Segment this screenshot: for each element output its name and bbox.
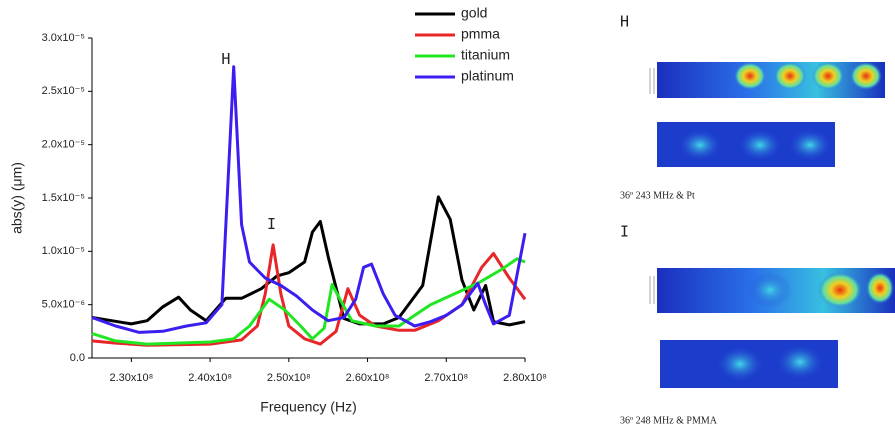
y-tick-label: 2.5x10⁻⁵ — [42, 85, 85, 97]
x-tick-label: 2.30x10⁸ — [109, 372, 153, 384]
legend-label: titanium — [461, 47, 510, 63]
y-axis-label: abs(y) (μm) — [9, 162, 25, 234]
x-axis-label: Frequency (Hz) — [260, 399, 356, 415]
field-hotspot — [850, 62, 882, 90]
y-tick-label: 0.0 — [70, 352, 85, 364]
x-tick-label: 2.50x10⁸ — [267, 372, 311, 384]
field-hotspot — [776, 344, 824, 380]
field-hotspot — [774, 62, 806, 90]
y-tick-label: 1.5x10⁻⁵ — [42, 192, 85, 204]
field-hotspot — [818, 272, 862, 308]
field-hotspot — [734, 62, 766, 90]
panel-caption: 36º 243 MHz & Pt — [620, 190, 695, 201]
panel-caption: 36º 248 MHz & PMMA — [620, 415, 718, 426]
side-panel-h: H 36º 243 MHz & Pt — [620, 13, 885, 202]
field-hotspot — [812, 62, 844, 90]
legend-label: pmma — [461, 26, 500, 42]
field-hotspot — [678, 129, 722, 161]
x-tick-label: 2.80x10⁸ — [503, 372, 547, 384]
annotation: H — [221, 50, 230, 68]
x-tick-label: 2.40x10⁸ — [188, 372, 232, 384]
field-hotspot — [748, 272, 792, 308]
panel-label: H — [620, 13, 629, 31]
y-tick-label: 3.0x10⁻⁵ — [42, 32, 85, 44]
field-hotspot — [716, 346, 764, 382]
x-tick-label: 2.70x10⁸ — [424, 372, 468, 384]
annotation: I — [267, 215, 276, 233]
field-hotspot — [738, 129, 782, 161]
panel-label: I — [620, 223, 629, 241]
legend-label: platinum — [461, 68, 514, 84]
field-hotspot — [866, 272, 894, 304]
y-tick-label: 2.0x10⁻⁵ — [42, 139, 85, 151]
field-hotspot — [788, 129, 832, 161]
figure: H 36º 243 MHz & Pt I 36º 248 MHz & PMMA … — [0, 0, 895, 435]
y-tick-label: 5.0x10⁻⁶ — [42, 299, 85, 311]
x-tick-label: 2.60x10⁸ — [346, 372, 390, 384]
side-panel-i: I 36º 248 MHz & PMMA — [620, 223, 895, 427]
legend-label: gold — [461, 5, 487, 21]
y-tick-label: 1.0x10⁻⁵ — [42, 245, 85, 257]
